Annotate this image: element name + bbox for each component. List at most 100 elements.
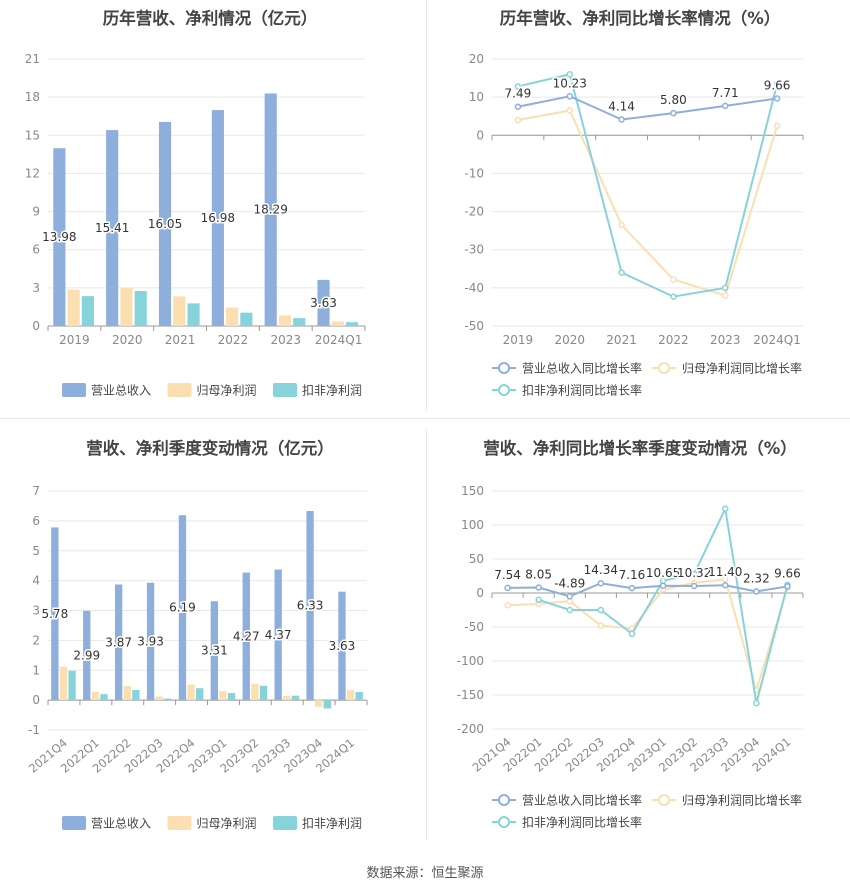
data-point (670, 276, 677, 283)
legend-label: 扣非净利润同比增长率 (522, 815, 642, 830)
legend-swatch (273, 816, 297, 830)
series-line (517, 109, 779, 297)
legend-marker (658, 362, 670, 374)
bar-data-label: 2.99 (73, 648, 100, 662)
y-tick-label: -50 (464, 319, 484, 333)
chart-title: 历年营收、净利同比增长率情况（%） (499, 9, 781, 28)
data-point (722, 505, 729, 512)
bar-revenue (51, 527, 59, 701)
bar-revenue (158, 121, 172, 326)
x-tick-label: 2022 (658, 333, 689, 347)
bar-data-label: 16.98 (201, 211, 235, 225)
point-data-label: 9.66 (764, 78, 791, 92)
legend-label: 归母净利润 (197, 384, 257, 398)
bar-revenue (306, 511, 314, 701)
data-point (504, 601, 511, 609)
data-point (618, 116, 625, 123)
chart-title: 营收、净利同比增长率季度变动情况（%） (483, 439, 797, 458)
bar-parent-net-profit (346, 690, 355, 701)
data-point (514, 83, 522, 90)
bar-deducted-net-profit (227, 692, 236, 701)
point-data-label: 10.32 (677, 566, 711, 580)
series-line (507, 582, 788, 598)
y-tick-label: 5 (32, 544, 40, 558)
data-point (690, 570, 698, 578)
legend-label: 归母净利润同比增长率 (682, 361, 802, 376)
bar-revenue (146, 582, 155, 701)
y-tick-label: 1 (32, 663, 40, 677)
data-point (670, 293, 677, 300)
bar-deducted-net-profit (68, 670, 76, 701)
bar-data-label: 3.93 (137, 634, 164, 648)
bar-parent-net-profit (67, 289, 80, 326)
bar-deducted-net-profit (259, 685, 268, 701)
bar-parent-net-profit (331, 321, 344, 326)
quarter-amount-plot: -1012345672021Q42022Q12022Q22022Q32022Q4… (26, 484, 368, 831)
bar-deducted-net-profit (134, 291, 147, 326)
bar-deducted-net-profit (81, 296, 94, 326)
y-tick-label: 0 (476, 586, 484, 600)
legend-label: 扣非净利润同比增长率 (522, 383, 642, 398)
bar-revenue (264, 93, 277, 326)
bar-parent-net-profit (283, 695, 291, 701)
bar-parent-net-profit (251, 683, 259, 701)
y-tick-label: -100 (457, 654, 484, 668)
data-point (514, 103, 522, 110)
y-tick-label: 6 (32, 243, 40, 257)
y-tick-label: -50 (464, 620, 484, 634)
y-tick-label: -40 (464, 281, 484, 295)
data-point (618, 269, 625, 276)
data-point (722, 292, 729, 299)
y-tick-label: 18 (25, 90, 40, 104)
y-tick-label: -10 (464, 166, 484, 180)
series-line (517, 73, 779, 298)
bar-data-label: 18.29 (254, 203, 288, 217)
bar-data-label: 3.31 (201, 644, 228, 658)
bar-deducted-net-profit (240, 312, 253, 326)
bar-parent-net-profit (155, 696, 163, 701)
bar-deducted-net-profit (100, 694, 108, 701)
bar-data-label: 4.27 (233, 629, 260, 643)
bar-revenue (83, 610, 91, 701)
point-data-label: 7.71 (712, 86, 739, 100)
y-tick-label: 21 (25, 52, 40, 66)
point-data-label: 14.34 (584, 563, 618, 577)
y-tick-label: -20 (464, 205, 484, 219)
bar-revenue (274, 569, 282, 701)
y-tick-label: 7 (32, 484, 40, 498)
data-point (722, 576, 729, 583)
bar-deducted-net-profit (345, 322, 359, 326)
bar-revenue (53, 148, 66, 326)
x-tick-label: 2020 (112, 333, 143, 347)
legend-label: 扣非净利润 (302, 384, 362, 398)
y-tick-label: 3 (32, 604, 40, 618)
bar-deducted-net-profit (187, 303, 200, 326)
y-tick-label: 0 (32, 693, 40, 707)
point-data-label: 7.54 (494, 568, 521, 582)
data-point (597, 579, 605, 587)
data-point (504, 584, 511, 592)
legend-swatch (273, 383, 297, 397)
y-tick-label: -200 (457, 722, 484, 736)
bar-parent-net-profit (120, 287, 133, 326)
legend-label: 扣非净利润 (302, 817, 362, 831)
bar-data-label: 3.63 (329, 639, 356, 653)
y-tick-label: 3 (32, 281, 40, 295)
bar-parent-net-profit (59, 666, 68, 701)
bar-deducted-net-profit (291, 695, 300, 701)
legend-swatch (62, 383, 86, 397)
data-point (597, 622, 605, 629)
chart-quarter-amount: 营收、净利季度变动情况（亿元） -1 0 1 2 3 4 5 6 7 2021Q4 2022Q1 20… (0, 430, 420, 850)
x-tick-label: 2019 (59, 333, 90, 347)
bar-data-label: 15.41 (95, 221, 129, 235)
divider-vertical (426, 430, 427, 840)
chart-annual-amount: 历年营收、净利情况（亿元） 0 3 6 9 12 15 18 21 2019 2020 2021 20… (0, 0, 420, 410)
bar-parent-net-profit (226, 307, 239, 326)
annual-growth-plot: -50 -40 -30 -20 -10 0 10 20 2019 2020 2021 2022 2023… (464, 52, 804, 398)
bar-data-label: 5.78 (41, 607, 68, 621)
data-point (773, 122, 781, 129)
data-point (753, 588, 760, 595)
bar-data-label: 16.05 (148, 217, 182, 231)
bar-parent-net-profit (173, 296, 186, 326)
bar-revenue (338, 591, 346, 701)
